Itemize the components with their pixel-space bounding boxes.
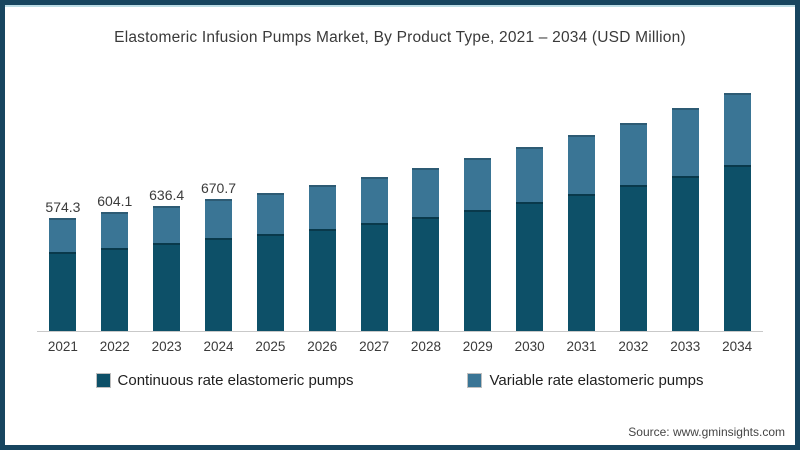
- segment-continuous-2021: [49, 251, 77, 331]
- bar-column-2024: 670.7: [193, 55, 245, 331]
- bar-column-2021: 574.3: [37, 55, 89, 331]
- bar-column-2022: 604.1: [89, 55, 141, 331]
- source-attribution: Source: www.gminsights.com: [628, 425, 785, 439]
- legend-item-continuous: Continuous rate elastomeric pumps: [95, 372, 354, 389]
- bar-column-2033: [659, 55, 711, 331]
- x-axis-label-2028: 2028: [410, 339, 441, 354]
- bar-2031: [568, 135, 596, 331]
- bar-2032: [619, 122, 647, 331]
- bar-2021: [49, 217, 77, 331]
- segment-variable-2022: [101, 212, 129, 248]
- bar-column-2025: [244, 55, 296, 331]
- segment-continuous-2024: [205, 238, 232, 331]
- chart-title: Elastomeric Infusion Pumps Market, By Pr…: [114, 29, 686, 46]
- segment-variable-2024: [205, 198, 232, 239]
- segment-continuous-2027: [360, 223, 388, 331]
- bar-value-label-2024: 670.7: [200, 179, 237, 196]
- x-axis-label-2021: 2021: [47, 339, 78, 354]
- segment-variable-2032: [619, 122, 647, 186]
- x-axis-label-2030: 2030: [514, 339, 545, 354]
- x-axis-label-2033: 2033: [670, 339, 701, 354]
- bar-2033: [671, 108, 699, 331]
- plot-area: 574.3 604.1 636.4 670.7 2021 2022 2023 2024 202…: [37, 55, 763, 354]
- bars-container: 574.3 604.1 636.4 670.7: [37, 55, 763, 332]
- bar-column-2026: [296, 55, 348, 331]
- segment-variable-2025: [256, 192, 284, 235]
- bar-2029: [464, 158, 492, 331]
- legend-label-continuous: Continuous rate elastomeric pumps: [117, 372, 354, 389]
- segment-continuous-2034: [723, 165, 751, 331]
- legend-swatch-continuous-icon: [95, 373, 111, 388]
- bar-column-2023: 636.4: [141, 55, 193, 331]
- segment-continuous-2032: [619, 185, 647, 331]
- bar-column-2034: [711, 55, 763, 331]
- segment-variable-2030: [516, 146, 544, 203]
- bar-column-2032: [607, 55, 659, 331]
- segment-variable-2031: [568, 135, 596, 195]
- bar-2023: [153, 205, 181, 331]
- bar-2030: [516, 146, 544, 331]
- x-axis-label-2027: 2027: [359, 339, 390, 354]
- bar-column-2027: [348, 55, 400, 331]
- x-axis-label-2025: 2025: [255, 339, 286, 354]
- segment-variable-2023: [153, 205, 181, 244]
- x-axis-label-2032: 2032: [618, 339, 649, 354]
- bar-2028: [412, 168, 440, 331]
- legend-swatch-variable-icon: [467, 373, 483, 388]
- segment-continuous-2026: [308, 229, 336, 331]
- bar-2025: [256, 192, 284, 331]
- bar-2022: [101, 212, 129, 331]
- segment-variable-2021: [49, 217, 77, 252]
- segment-variable-2027: [360, 177, 388, 224]
- bar-value-label-2022: 604.1: [97, 193, 133, 210]
- x-axis-label-2022: 2022: [99, 339, 130, 354]
- x-axis-label-2034: 2034: [722, 339, 753, 354]
- legend-label-variable: Variable rate elastomeric pumps: [489, 372, 704, 389]
- bar-2034: [723, 93, 751, 331]
- segment-continuous-2023: [153, 243, 181, 331]
- x-axis-label-2024: 2024: [203, 339, 234, 354]
- x-axis-label-2029: 2029: [462, 339, 493, 354]
- top-accent-line: [5, 5, 795, 7]
- bar-2024: [205, 198, 232, 331]
- x-axis-labels: 2021 2022 2023 2024 2025 2026 2027 2028 2029 2030…: [37, 339, 763, 354]
- bar-column-2030: [504, 55, 556, 331]
- segment-continuous-2033: [671, 175, 699, 331]
- segment-continuous-2030: [516, 202, 544, 331]
- segment-continuous-2025: [256, 234, 284, 331]
- bar-column-2031: [556, 55, 608, 331]
- x-axis-label-2031: 2031: [566, 339, 597, 354]
- legend-item-variable: Variable rate elastomeric pumps: [467, 372, 704, 389]
- segment-continuous-2029: [464, 210, 492, 331]
- bar-value-label-2023: 636.4: [149, 186, 185, 203]
- bar-2026: [308, 185, 336, 331]
- x-axis-label-2023: 2023: [151, 339, 182, 354]
- bar-column-2028: [400, 55, 452, 331]
- bar-2027: [360, 177, 388, 331]
- bar-column-2029: [452, 55, 504, 331]
- segment-continuous-2031: [568, 194, 596, 331]
- x-axis-label-2026: 2026: [307, 339, 338, 354]
- segment-variable-2034: [723, 93, 751, 166]
- segment-continuous-2028: [412, 217, 440, 331]
- bar-value-label-2021: 574.3: [45, 198, 81, 215]
- segment-variable-2029: [464, 158, 492, 211]
- segment-variable-2028: [412, 168, 440, 218]
- segment-variable-2026: [308, 185, 336, 230]
- segment-variable-2033: [671, 108, 699, 176]
- legend: Continuous rate elastomeric pumps Variab…: [5, 372, 795, 389]
- segment-continuous-2022: [101, 247, 129, 331]
